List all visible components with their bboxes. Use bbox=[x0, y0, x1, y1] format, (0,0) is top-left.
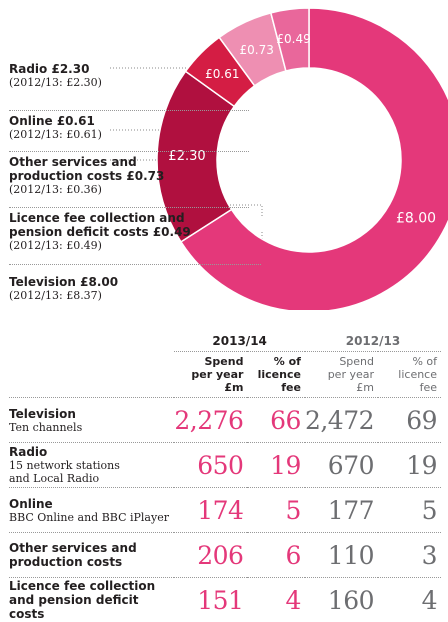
cell-a-spend: 2,276 bbox=[174, 397, 248, 443]
legend-radio: Radio £2.30 (2012/13: £2.30) bbox=[9, 62, 249, 89]
col-spend-2013-14: Spend per year £m bbox=[174, 351, 248, 398]
row-name-2: production costs bbox=[9, 555, 123, 569]
legend-online-prev: (2012/13: £0.61) bbox=[9, 128, 102, 141]
cell-b-pct: 19 bbox=[378, 442, 441, 488]
slice-value-label: £0.73 bbox=[240, 43, 274, 57]
legend-television: Television £8.00 (2012/13: £8.37) bbox=[9, 264, 261, 302]
legend-television-prev: (2012/13: £8.37) bbox=[9, 289, 102, 302]
cell-b-spend: 110 bbox=[304, 532, 379, 578]
cell-b-spend: 670 bbox=[304, 442, 379, 488]
donut-chart: £8.00 £2.30 £0.61£0.73£0.49 bbox=[110, 7, 448, 310]
cell-a-spend: 151 bbox=[174, 577, 248, 622]
slice-value-label: £0.61 bbox=[205, 67, 239, 81]
cell-a-pct: 5 bbox=[247, 487, 305, 533]
col-spend-2012-13: Spend per year £m bbox=[304, 351, 379, 398]
legend-other-prev: (2012/13: £0.36) bbox=[9, 183, 102, 196]
cell-a-pct: 4 bbox=[247, 577, 305, 622]
slice-value-label: £2.30 bbox=[168, 149, 205, 164]
row-name-2: and pension deficit costs bbox=[9, 593, 139, 621]
cell-b-spend: 177 bbox=[304, 487, 379, 533]
row-sub: Ten channels bbox=[9, 420, 83, 434]
legend-other-label-2: production costs £0.73 bbox=[9, 169, 165, 183]
legend-television-label: Television £8.00 bbox=[9, 275, 119, 289]
cell-b-pct: 4 bbox=[378, 577, 441, 622]
slice-value-label: £8.00 bbox=[396, 211, 436, 227]
cell-a-spend: 206 bbox=[174, 532, 248, 578]
slice-value-label: £0.49 bbox=[276, 32, 310, 46]
legend-online: Online £0.61 (2012/13: £0.61) bbox=[9, 110, 249, 141]
row-name: Licence fee collection bbox=[9, 579, 156, 593]
row-sub: BBC Online and BBC iPlayer bbox=[9, 510, 169, 524]
spend-table: 2013/14 2012/13 Spend per year £m % of lice… bbox=[9, 331, 441, 622]
col-pct-2013-14: % of licence fee bbox=[247, 351, 305, 398]
cell-b-pct: 69 bbox=[378, 397, 441, 443]
cell-a-pct: 6 bbox=[247, 532, 305, 578]
legend-radio-label: Radio £2.30 bbox=[9, 62, 90, 76]
row-sub: 15 network stations bbox=[9, 459, 120, 472]
leader-lines bbox=[110, 67, 263, 266]
legend-online-label: Online £0.61 bbox=[9, 114, 95, 128]
table-row-radio: Radio 15 network stations and Local Radio … bbox=[9, 442, 441, 488]
row-sub-2: and Local Radio bbox=[9, 472, 100, 485]
cell-b-pct: 5 bbox=[378, 487, 441, 533]
cell-a-pct: 19 bbox=[247, 442, 305, 488]
cell-b-pct: 3 bbox=[378, 532, 441, 578]
cell-b-spend: 160 bbox=[304, 577, 379, 622]
legend-other-label-1: Other services and bbox=[9, 155, 137, 169]
legend-other: Other services and production costs £0.7… bbox=[9, 151, 249, 196]
table-row-online: Online BBC Online and BBC iPlayer 174 5 1… bbox=[9, 487, 441, 533]
donut-slice bbox=[179, 7, 448, 310]
legend-licence-label-2: pension deficit costs £0.49 bbox=[9, 225, 191, 239]
year-2013-14-header: 2013/14 bbox=[212, 334, 267, 348]
legend-licence: Licence fee collection and pension defic… bbox=[9, 207, 249, 252]
cell-a-spend: 650 bbox=[174, 442, 248, 488]
legend-radio-prev: (2012/13: £2.30) bbox=[9, 76, 102, 89]
row-name: Other services and bbox=[9, 541, 137, 555]
cell-a-spend: 174 bbox=[174, 487, 248, 533]
legend-licence-label-1: Licence fee collection and bbox=[9, 211, 185, 225]
table-row-television: Television Ten channels 2,276 66 2,472 69 bbox=[9, 397, 441, 443]
table-row-licence-fee: Licence fee collection and pension defici… bbox=[9, 577, 441, 622]
row-name: Online bbox=[9, 496, 53, 511]
row-name: Television bbox=[9, 406, 76, 421]
row-name: Radio bbox=[9, 445, 48, 459]
cell-b-spend: 2,472 bbox=[304, 397, 379, 443]
cell-a-pct: 66 bbox=[247, 397, 305, 443]
legend-licence-prev: (2012/13: £0.49) bbox=[9, 239, 102, 252]
table-row-other-services: Other services and production costs 206 6… bbox=[9, 532, 441, 578]
donut-slice bbox=[269, 7, 310, 72]
col-pct-2012-13: % of licence fee bbox=[378, 351, 441, 398]
year-2012-13-header: 2012/13 bbox=[345, 334, 401, 348]
